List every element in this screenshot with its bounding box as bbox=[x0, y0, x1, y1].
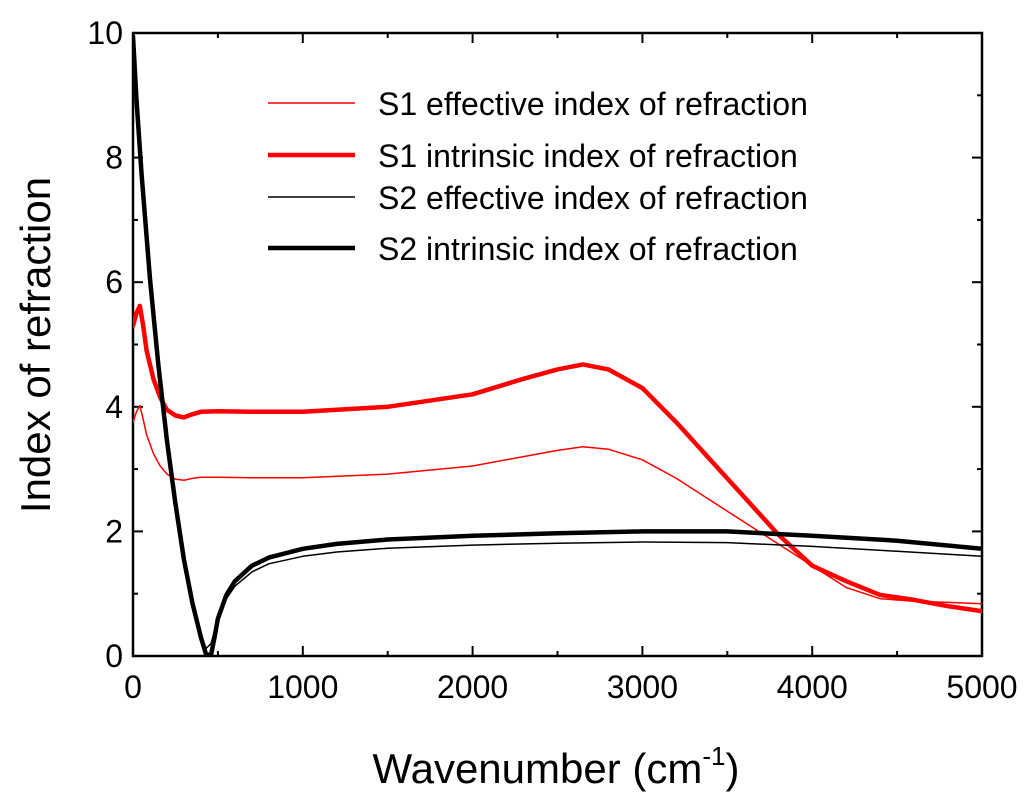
x-axis-title-suffix: ) bbox=[725, 745, 739, 792]
y-tick-label: 4 bbox=[105, 389, 123, 425]
legend-label: S2 effective index of refraction bbox=[378, 180, 808, 216]
series-lines bbox=[133, 33, 982, 656]
x-tick-label: 5000 bbox=[946, 669, 1017, 705]
y-axis-title: Index of refraction bbox=[12, 177, 59, 513]
x-tick-label: 2000 bbox=[437, 669, 508, 705]
x-axis-title-main: Wavenumber (cm bbox=[373, 745, 703, 792]
legend: S1 effective index of refraction S1 intri… bbox=[268, 86, 808, 267]
x-axis-title-superscript: -1 bbox=[702, 741, 725, 771]
legend-label: S1 effective index of refraction bbox=[378, 86, 808, 122]
legend-label: S1 intrinsic index of refraction bbox=[378, 138, 798, 174]
axis-ticks: 0 1000 2000 3000 4000 5000 0 2 4 6 8 10 bbox=[87, 15, 1017, 705]
legend-label: S2 intrinsic index of refraction bbox=[378, 231, 798, 267]
y-tick-label: 0 bbox=[105, 638, 123, 674]
series-line-1 bbox=[133, 404, 982, 605]
x-tick-label: 3000 bbox=[607, 669, 678, 705]
y-tick-label: 2 bbox=[105, 513, 123, 549]
y-tick-label: 8 bbox=[105, 140, 123, 176]
y-tick-label: 10 bbox=[87, 15, 123, 51]
series-line-2 bbox=[133, 303, 982, 614]
x-tick-label: 1000 bbox=[267, 669, 338, 705]
series-line-3 bbox=[133, 38, 982, 650]
series-line-4 bbox=[133, 33, 982, 656]
y-tick-label: 6 bbox=[105, 264, 123, 300]
x-tick-label: 0 bbox=[124, 669, 142, 705]
x-tick-label: 4000 bbox=[777, 669, 848, 705]
x-axis-title: Wavenumber (cm-1) bbox=[373, 741, 740, 792]
